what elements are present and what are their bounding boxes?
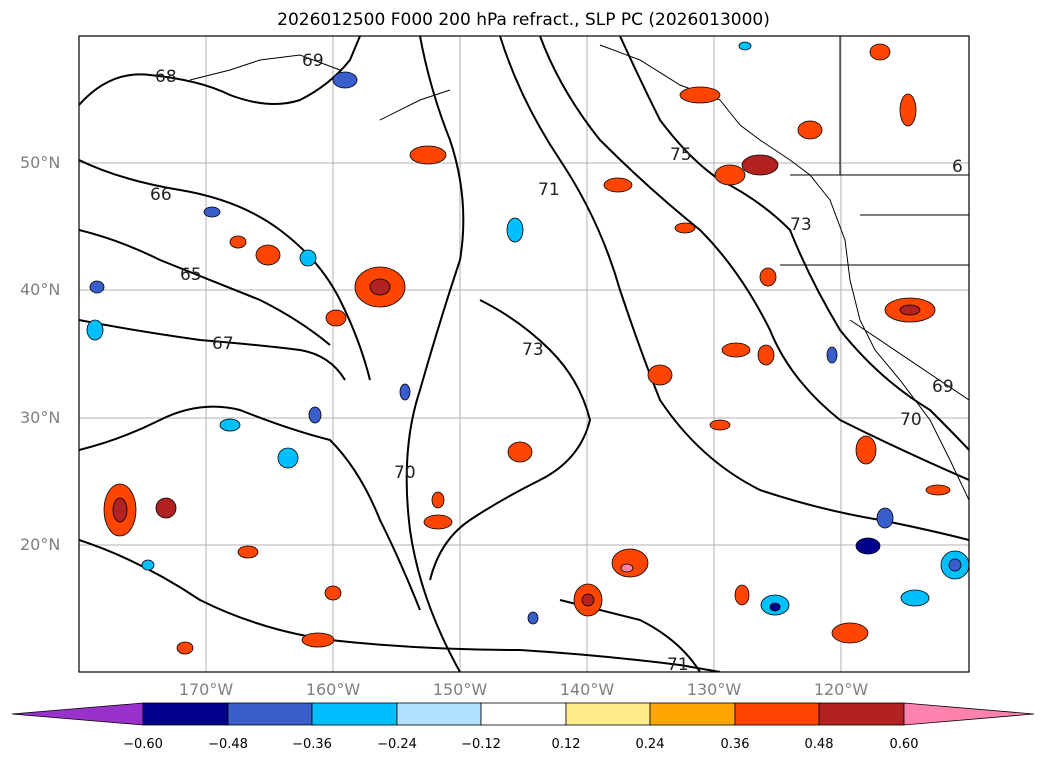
plot-area [79,36,969,672]
colorbar-tick-label: 0.12 [551,737,581,752]
contour-label: 69 [302,51,324,71]
contour-label: 71 [667,655,689,675]
contour-label: 70 [900,410,922,430]
refractivity-negative-areas [86,41,969,625]
map-title: 2026012500 F000 200 hPa refract., SLP PC… [277,10,770,30]
colorbar-tick-label: 0.36 [720,737,750,752]
colorbar-swatch [227,702,313,726]
lon-label: 160°W [305,680,361,699]
lat-label: 20°N [20,535,61,554]
colorbar-swatch [649,702,736,726]
colorbar [11,702,1035,726]
colorbar-tick-label: −0.24 [377,737,417,752]
lat-label: 40°N [20,280,61,299]
lon-label: 120°W [813,680,869,699]
contour-label: 73 [522,340,544,360]
contour-label: 73 [790,215,812,235]
lat-label: 30°N [20,408,61,427]
contour-label: 71 [538,180,560,200]
lon-label: 170°W [178,680,234,699]
colorbar-extend-low [11,702,144,726]
colorbar-tick-label: −0.36 [292,737,332,752]
colorbar-tick-label: 0.48 [804,737,834,752]
colorbar-swatch [565,702,651,726]
lon-label: 140°W [559,680,615,699]
contour-label: 65 [180,265,202,285]
colorbar-swatch [734,702,820,726]
colorbar-swatch [311,702,398,726]
lat-label: 50°N [20,153,61,172]
plot-frame [78,35,970,673]
colorbar-swatch [818,702,905,726]
gridlines [79,36,969,672]
colorbar-tick-label: −0.12 [461,737,501,752]
contour-label: 6 [952,157,963,177]
slp-contours [79,36,969,672]
colorbar-tick-label: 0.60 [889,737,919,752]
colorbar-swatch [480,702,567,726]
colorbar-extend-high [903,702,1035,726]
contour-label: 68 [155,67,177,87]
contour-label: 69 [932,377,954,397]
colorbar-tick-label: −0.60 [123,737,163,752]
colorbar-tick-label: 0.24 [635,737,665,752]
contour-label: 66 [150,185,172,205]
contour-label: 67 [212,334,234,354]
contour-label: 70 [394,463,416,483]
colorbar-swatch [142,702,229,726]
refractivity-positive-areas [103,43,951,655]
colorbar-swatch [396,702,482,726]
colorbar-tick-label: −0.48 [208,737,248,752]
lon-label: 130°W [686,680,742,699]
lon-label: 150°W [432,680,488,699]
contour-label: 75 [670,145,692,165]
